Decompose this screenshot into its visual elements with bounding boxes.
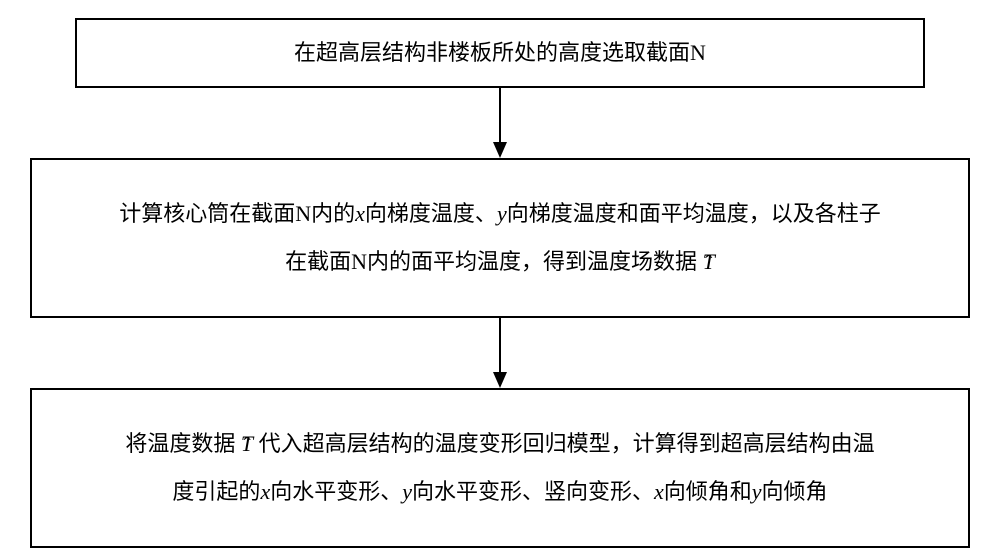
text-fragment: 度引起的	[172, 479, 260, 504]
math-symbol: y	[752, 479, 762, 504]
text-fragment: 在截面N内的面平均温度，得到温度场数据	[285, 249, 702, 274]
text-fragment: 向梯度温度、	[365, 201, 497, 226]
text-fragment: 向水平变形、	[270, 479, 402, 504]
math-symbol: y	[497, 201, 507, 226]
text-line: 度引起的x向水平变形、y向水平变形、竖向变形、x向倾角和y向倾角	[32, 468, 968, 516]
flowchart-step-box2: 计算核心筒在截面N内的x向梯度温度、y向梯度温度和面平均温度，以及各柱子在截面N…	[30, 158, 970, 318]
text-fragment: 将温度数据	[125, 431, 241, 456]
math-symbol-hat: T	[241, 431, 253, 456]
math-symbol: x	[654, 479, 664, 504]
flow-arrow	[486, 88, 514, 158]
text-line: 计算核心筒在截面N内的x向梯度温度、y向梯度温度和面平均温度，以及各柱子	[32, 190, 968, 238]
text-line: 在超高层结构非楼板所处的高度选取截面N	[77, 29, 923, 77]
math-symbol-hat: T	[703, 249, 715, 274]
math-symbol: y	[402, 479, 412, 504]
flowchart-step-box3: 将温度数据 T 代入超高层结构的温度变形回归模型，计算得到超高层结构由温度引起的…	[30, 388, 970, 548]
math-symbol: x	[355, 201, 365, 226]
text-fragment: 向倾角和	[664, 479, 752, 504]
flowchart-canvas: 在超高层结构非楼板所处的高度选取截面N计算核心筒在截面N内的x向梯度温度、y向梯…	[0, 0, 1000, 552]
flowchart-step-box1: 在超高层结构非楼板所处的高度选取截面N	[75, 18, 925, 88]
text-fragment: 在超高层结构非楼板所处的高度选取截面N	[294, 40, 706, 65]
text-fragment: 代入超高层结构的温度变形回归模型，计算得到超高层结构由温	[253, 431, 875, 456]
text-fragment: 向水平变形、竖向变形、	[412, 479, 654, 504]
text-line: 将温度数据 T 代入超高层结构的温度变形回归模型，计算得到超高层结构由温	[32, 420, 968, 468]
math-symbol: x	[260, 479, 270, 504]
flow-arrow	[486, 318, 514, 388]
text-line: 在截面N内的面平均温度，得到温度场数据 T	[32, 238, 968, 286]
text-fragment: 向倾角	[762, 479, 828, 504]
text-fragment: 向梯度温度和面平均温度，以及各柱子	[507, 201, 881, 226]
text-fragment: 计算核心筒在截面N内的	[119, 201, 355, 226]
